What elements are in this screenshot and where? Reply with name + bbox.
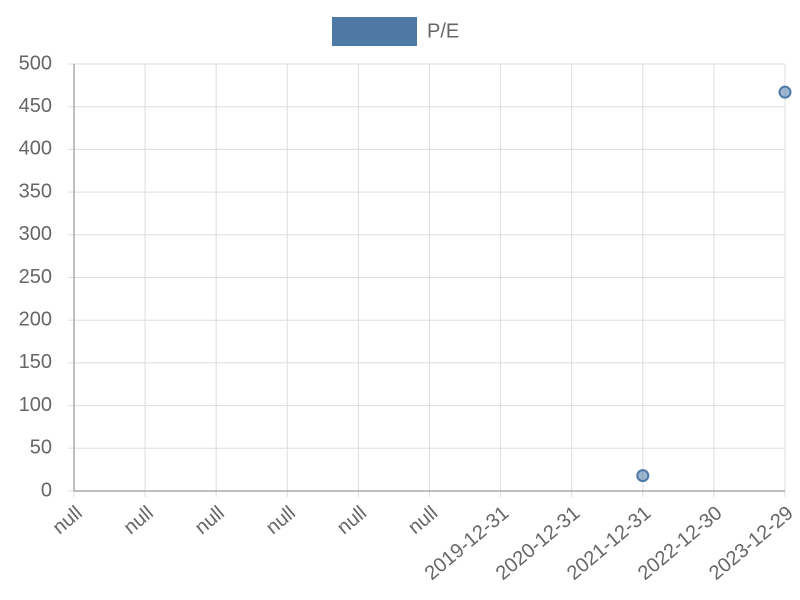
y-tick-label: 150 (19, 351, 52, 373)
x-tick-label: null (404, 502, 442, 539)
x-tick-label: null (262, 502, 300, 539)
y-tick-label: 500 (19, 52, 52, 74)
y-tick-label: 300 (19, 223, 52, 245)
data-point (636, 469, 650, 483)
y-tick-label: 450 (19, 95, 52, 117)
y-tick-label: 200 (19, 308, 52, 330)
y-tick-label: 400 (19, 138, 52, 160)
x-tick-label: null (49, 502, 87, 539)
y-tick-label: 250 (19, 266, 52, 288)
y-tick-label: 50 (30, 437, 52, 459)
legend-label[interactable]: P/E (427, 20, 459, 42)
x-tick-label: null (333, 502, 371, 539)
y-tick-label: 0 (41, 479, 52, 501)
legend-swatch[interactable] (332, 17, 417, 46)
y-tick-label: 350 (19, 180, 52, 202)
y-tick-label: 100 (19, 394, 52, 416)
x-tick-label: null (191, 502, 229, 539)
x-tick-label: null (120, 502, 158, 539)
data-point (778, 85, 792, 99)
